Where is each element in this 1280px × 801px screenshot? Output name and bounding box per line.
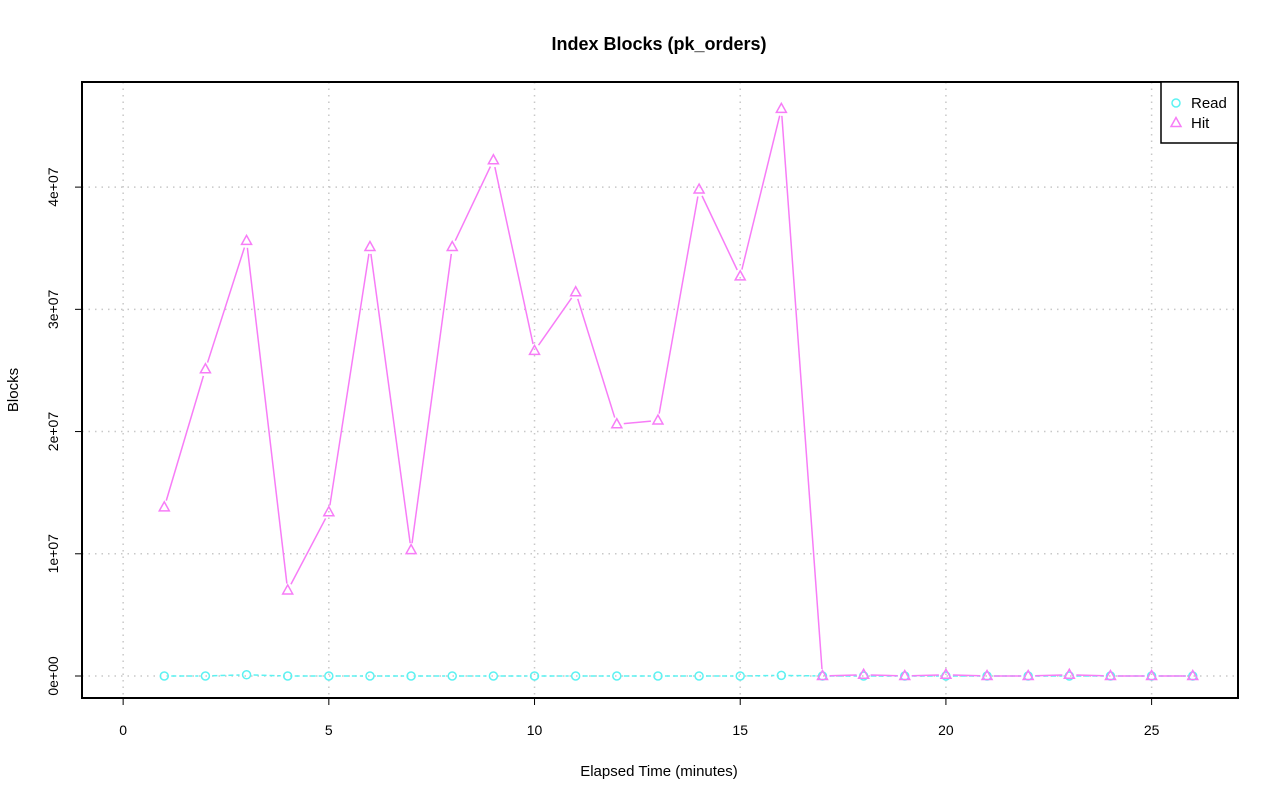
data-point-hit	[363, 239, 377, 252]
legend-label-read: Read	[1191, 95, 1227, 112]
y-axis: 0e+00 1e+07 2e+07 3e+07 4e+07	[45, 167, 83, 696]
series-line-segment-hit	[952, 674, 981, 677]
data-point-hit	[1021, 668, 1035, 681]
data-point-hit	[692, 182, 706, 194]
x-tick-label: 15	[732, 722, 748, 738]
y-tick-label: 3e+07	[45, 289, 61, 329]
data-point-hit	[445, 239, 459, 252]
legend-label-hit: Hit	[1191, 115, 1210, 132]
series-line-segment-hit	[411, 253, 453, 544]
data-point-hit	[1104, 668, 1117, 681]
series-line-segment-hit	[870, 674, 898, 677]
data-point-hit	[1145, 668, 1158, 681]
series-line-segment-hit	[494, 166, 534, 345]
chart-title: Index Blocks (pk_orders)	[551, 34, 766, 54]
data-point-read	[241, 670, 252, 680]
data-point-hit	[199, 362, 212, 374]
data-point-hit	[322, 505, 336, 517]
data-point-hit	[980, 668, 994, 681]
data-point-read	[447, 671, 457, 681]
legend: Read Hit	[1160, 81, 1239, 144]
series-line-segment-hit	[781, 115, 823, 670]
series-line-segment-hit	[577, 298, 616, 418]
data-point-read	[653, 671, 663, 681]
series-line-segment-hit	[829, 674, 857, 677]
x-tick-label: 10	[527, 722, 543, 738]
x-tick-label: 25	[1144, 722, 1160, 738]
series-line-segment-read	[253, 674, 281, 677]
series-line-segment-hit	[329, 253, 370, 506]
data-point-hit	[775, 101, 788, 114]
y-tick-label: 0e+00	[45, 656, 61, 696]
series-line-segment-hit	[701, 195, 738, 271]
series-line-segment-hit	[911, 674, 939, 677]
data-point-hit	[281, 583, 294, 595]
data-point-hit	[939, 667, 953, 680]
x-tick-label: 20	[938, 722, 954, 738]
y-tick-label: 1e+07	[45, 534, 61, 574]
data-point-hit	[1063, 667, 1076, 680]
data-point-hit	[857, 667, 870, 680]
x-axis-label: Elapsed Time (minutes)	[580, 763, 738, 780]
series-line-segment-hit	[206, 247, 246, 363]
data-point-hit	[898, 668, 912, 681]
data-point-read	[200, 671, 211, 681]
series-line-segment-hit	[623, 420, 652, 425]
y-tick-label: 4e+07	[45, 167, 61, 207]
series-line-segment-hit	[1076, 674, 1104, 677]
series-line-segment-hit	[454, 166, 492, 241]
data-point-hit	[1186, 668, 1200, 681]
data-point-read	[488, 671, 499, 681]
series-hit	[158, 101, 1200, 681]
data-point-read	[406, 671, 416, 681]
x-tick-label: 5	[325, 722, 333, 738]
data-point-read	[570, 671, 581, 681]
data-point-read	[776, 670, 787, 681]
data-point-read	[612, 671, 622, 681]
series-line-segment-hit	[370, 253, 411, 544]
x-tick-label: 0	[119, 722, 127, 738]
data-point-hit	[404, 543, 418, 555]
data-point-hit	[158, 500, 171, 512]
legend-marker-hit	[1169, 115, 1183, 128]
data-point-hit	[816, 668, 829, 681]
y-axis-label: Blocks	[5, 368, 22, 412]
plot-frame	[81, 81, 1239, 699]
data-point-read	[365, 671, 375, 681]
data-point-read	[282, 671, 293, 681]
x-axis: 0 5 10 15 20 25	[119, 697, 1160, 738]
data-point-read	[324, 671, 334, 681]
grid	[82, 82, 1238, 698]
series-line-segment-hit	[537, 297, 573, 346]
series-line-segment-hit	[246, 247, 288, 584]
data-point-hit	[240, 233, 253, 246]
data-point-hit	[528, 343, 541, 356]
series-line-segment-hit	[741, 115, 781, 270]
data-point-hit	[487, 153, 500, 165]
y-tick-label: 2e+07	[45, 412, 61, 452]
series-layer	[158, 101, 1200, 681]
series-line-segment-hit	[1035, 674, 1063, 677]
data-point-hit	[569, 285, 582, 297]
data-point-hit	[733, 269, 747, 281]
series-line-segment-hit	[658, 196, 699, 414]
data-point-read	[529, 671, 540, 681]
data-point-read	[159, 671, 170, 681]
legend-box	[1160, 81, 1239, 144]
data-point-read	[735, 671, 745, 681]
data-point-hit	[651, 413, 665, 425]
series-line-segment-read	[212, 674, 240, 677]
data-point-read	[694, 671, 704, 681]
series-line-segment-hit	[290, 518, 327, 585]
data-point-hit	[610, 417, 624, 429]
legend-marker-read	[1171, 98, 1181, 108]
series-line-segment-hit	[165, 375, 205, 501]
